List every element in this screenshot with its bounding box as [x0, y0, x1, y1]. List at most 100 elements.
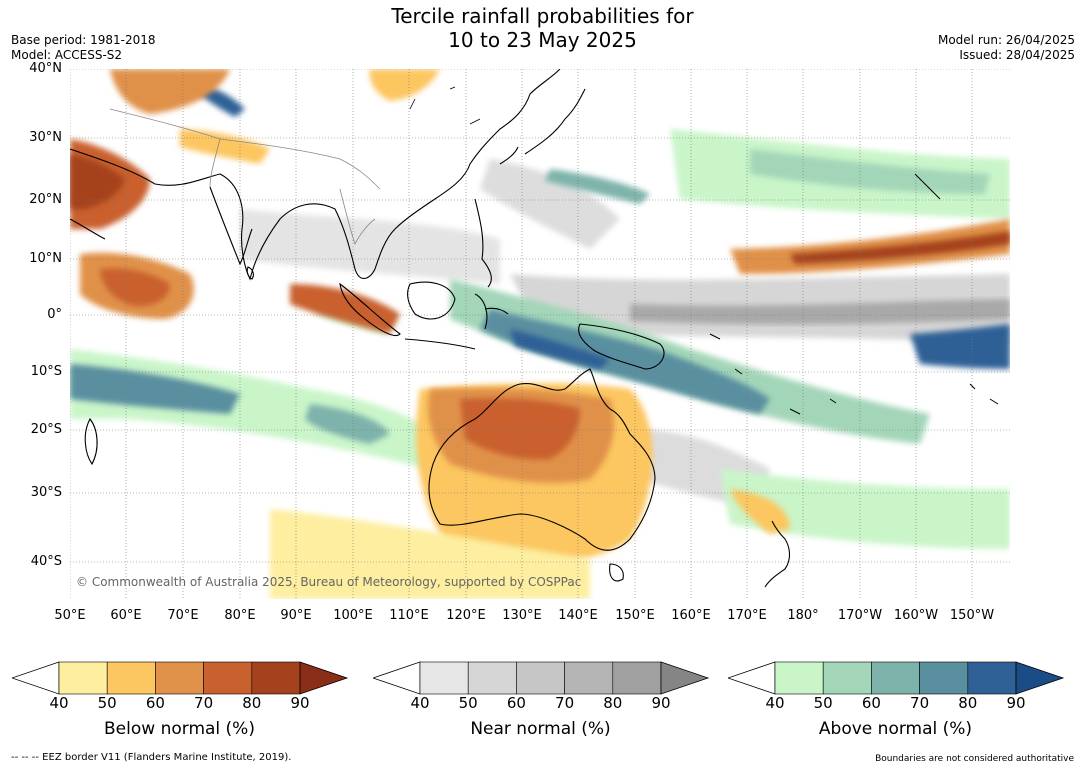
rainfall-probability-map: © Commonwealth of Australia 2025, Bureau… — [70, 69, 1010, 599]
latitude-label: 20°N — [29, 192, 62, 207]
colorbar-segment — [919, 661, 969, 695]
colorbar-3 — [728, 661, 1065, 695]
title-line-1: Tercile rainfall probabilities for — [391, 4, 694, 28]
korea-coastline — [499, 146, 519, 165]
country-borders — [109, 108, 381, 246]
colorbar-under-arrow — [728, 661, 776, 695]
longitude-label: 130°E — [502, 608, 542, 623]
pacific-islands — [709, 173, 999, 415]
model-run: Model run: 26/04/2025 — [937, 33, 1075, 47]
colorbar-over-arrow — [660, 661, 710, 695]
longitude-label: 150°W — [949, 608, 995, 623]
longitude-label: 110°E — [389, 608, 429, 623]
colorbar-segment — [106, 661, 156, 695]
colorbar-tick-label: 40 — [410, 694, 430, 712]
eez-border-note: -- -- -- EEZ border V11 (Flanders Marine… — [11, 752, 292, 763]
colorbar-tick-label: 50 — [813, 694, 833, 712]
colorbar-under-arrow — [12, 661, 60, 695]
india-coastline — [209, 186, 253, 266]
colorbar-label: Above normal (%) — [818, 719, 973, 739]
latitude-label: 20°S — [30, 422, 62, 437]
colorbar-tick-label: 80 — [242, 694, 262, 712]
colorbar-segment — [516, 661, 565, 695]
colorbar-segment — [203, 661, 253, 695]
latitude-label: 10°N — [29, 251, 62, 266]
colorbar-over-arrow — [299, 661, 349, 695]
latitude-label: 40°N — [29, 61, 62, 76]
colorbar-1 — [12, 661, 349, 695]
base-period: Base period: 1981-2018 — [11, 33, 156, 47]
map-title: Tercile rainfall probabilities for 10 to… — [0, 4, 1085, 52]
boundaries-disclaimer: Boundaries are not considered authoritat… — [875, 754, 1074, 764]
graticule — [70, 69, 1010, 599]
colorbar-tick-label: 90 — [651, 694, 671, 712]
new-guinea-coastline — [578, 323, 665, 370]
colorbar-tick-label: 80 — [958, 694, 978, 712]
longitude-label: 50°E — [54, 608, 86, 623]
longitude-label: 60°E — [110, 608, 142, 623]
tasmania-coastline — [609, 563, 624, 582]
longitude-label: 170°E — [727, 608, 767, 623]
colorbar-segment — [251, 661, 301, 695]
colorbar-tick-label: 80 — [603, 694, 623, 712]
colorbar-tick-label: 50 — [458, 694, 478, 712]
colorbar-segment — [871, 661, 920, 695]
coastlines — [70, 69, 999, 588]
colorbar-tick-label: 50 — [97, 694, 117, 712]
arabia-coastline — [70, 218, 106, 240]
colorbar-tick-label: 40 — [49, 694, 69, 712]
colorbar-segment — [822, 661, 872, 695]
colorbar-2 — [373, 661, 710, 695]
colorbar-tick-label: 70 — [194, 694, 214, 712]
model-name: Model: ACCESS-S2 — [11, 48, 123, 62]
longitude-label: 160°E — [671, 608, 711, 623]
colorbar-over-arrow — [1015, 661, 1065, 695]
borneo-coastline — [406, 281, 456, 320]
colorbar-tick-label: 70 — [910, 694, 930, 712]
latitude-label: 40°S — [30, 554, 62, 569]
java-coastline — [404, 338, 476, 350]
longitude-label: 150°E — [615, 608, 655, 623]
madagascar-coastline — [84, 418, 98, 466]
colorbar-tick-label: 60 — [506, 694, 526, 712]
sumatra-coastline — [339, 282, 401, 337]
longitude-label: 100°E — [333, 608, 373, 623]
colorbar-segment — [467, 661, 517, 695]
latitude-label: 30°N — [29, 130, 62, 145]
colorbar-label: Below normal (%) — [104, 719, 255, 739]
longitude-label: 170°W — [837, 608, 883, 623]
colorbar-segment — [967, 661, 1017, 695]
colorbar-tick-label: 40 — [765, 694, 785, 712]
longitude-label: 140°E — [558, 608, 598, 623]
new-zealand-coastline — [764, 520, 791, 588]
latitude-label: 30°S — [30, 485, 62, 500]
asia-coastline — [70, 69, 561, 281]
sulawesi-coastline — [474, 293, 509, 330]
longitude-label: 180° — [787, 608, 819, 623]
australia-coastline — [428, 368, 656, 551]
longitude-label: 90°E — [280, 608, 312, 623]
colorbar-tick-label: 70 — [555, 694, 575, 712]
sri-lanka-coastline — [246, 266, 254, 280]
colorbar-label: Near normal (%) — [470, 719, 611, 739]
colorbar-segment — [58, 661, 108, 695]
colorbar-segment — [612, 661, 662, 695]
latitude-label: 0° — [47, 307, 62, 322]
colorbar-segment — [564, 661, 614, 695]
japan-coastline — [524, 88, 586, 155]
latitude-label: 10°S — [30, 364, 62, 379]
colorbar-tick-label: 90 — [290, 694, 310, 712]
meta-left: Base period: 1981-2018 Model: ACCESS-S2 — [11, 33, 156, 63]
colorbar-segment — [774, 661, 824, 695]
longitude-label: 120°E — [446, 608, 486, 623]
colorbar-tick-label: 90 — [1006, 694, 1026, 712]
meta-right: Model run: 26/04/2025 Issued: 28/04/2025 — [938, 33, 1075, 63]
small-islands — [409, 86, 481, 125]
copyright-notice: © Commonwealth of Australia 2025, Bureau… — [76, 575, 581, 589]
longitude-label: 70°E — [167, 608, 199, 623]
title-line-2: 10 to 23 May 2025 — [448, 28, 637, 52]
colorbar-segment — [419, 661, 469, 695]
longitude-label: 160°W — [893, 608, 939, 623]
colorbar-segment — [155, 661, 204, 695]
longitude-label: 80°E — [224, 608, 256, 623]
